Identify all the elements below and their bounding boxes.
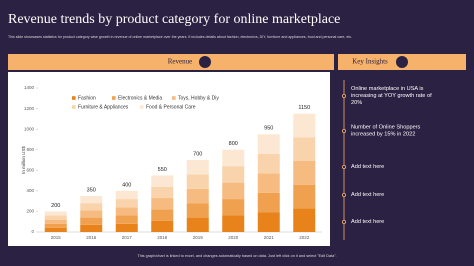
bar-segment xyxy=(257,212,280,232)
insight-marker xyxy=(341,128,346,133)
bar-segment xyxy=(44,223,67,228)
revenue-icon xyxy=(199,56,211,68)
total-label: 350 xyxy=(87,187,96,193)
footer: This graph/chart is linked to excel, and… xyxy=(137,254,336,258)
bar-segment xyxy=(151,220,174,232)
x-tick-label: 2015 xyxy=(51,235,62,240)
y-tick-label: 1400 xyxy=(24,85,35,90)
bar-segment xyxy=(44,211,67,216)
bar-segment xyxy=(115,223,138,232)
bar-segment xyxy=(80,203,103,211)
bar-segment xyxy=(151,175,174,187)
legend-label: Fashion xyxy=(78,95,96,101)
bar-segment xyxy=(257,173,280,193)
legend-swatch xyxy=(72,105,76,109)
insight-marker xyxy=(341,192,346,197)
bar-segment xyxy=(257,192,280,213)
x-tick-label: 2020 xyxy=(228,235,239,240)
bar-segment xyxy=(186,188,209,204)
bar-segment xyxy=(80,224,103,232)
bar-segment xyxy=(115,207,138,216)
bar-segment xyxy=(151,186,174,199)
bar-segment xyxy=(80,196,103,204)
bar-segment xyxy=(115,190,138,200)
x-tick-label: 2022 xyxy=(299,235,310,240)
insight-text: Add text here xyxy=(351,164,384,170)
bar-segment xyxy=(293,184,316,209)
insight-text: Add text here xyxy=(351,192,384,198)
y-axis-label: In million US$ xyxy=(21,146,26,174)
chart-title: Revenue xyxy=(168,58,193,66)
x-tick-label: 2016 xyxy=(86,235,97,240)
y-tick-label: 800 xyxy=(26,147,34,152)
total-label: 950 xyxy=(264,126,273,132)
x-tick-label: 2019 xyxy=(193,235,204,240)
bar-segment xyxy=(293,208,316,232)
bar-segment xyxy=(222,182,245,200)
bar-segment xyxy=(293,137,316,162)
total-label: 1150 xyxy=(298,105,310,111)
total-label: 800 xyxy=(229,141,238,147)
legend-label: Furniture & Appliances xyxy=(78,104,129,110)
bar-segment xyxy=(257,134,280,154)
legend-swatch xyxy=(172,96,176,100)
bar-segment xyxy=(257,153,280,174)
bar-segment xyxy=(186,174,209,189)
legend-label: Electronics & Media xyxy=(118,95,162,101)
y-tick-label: 600 xyxy=(26,167,34,172)
y-tick-label: 400 xyxy=(26,188,34,193)
legend-swatch xyxy=(72,96,76,100)
bar-segment xyxy=(222,215,245,232)
bar-segment xyxy=(115,215,138,224)
slide-subtitle: This slide showcases statistics for prod… xyxy=(8,35,352,39)
insight-text: Add text here xyxy=(351,219,384,225)
y-tick-label: 1000 xyxy=(24,126,35,131)
x-tick-label: 2021 xyxy=(264,235,275,240)
legend-swatch xyxy=(112,96,116,100)
legend-label: Toys, Hobby & Diy xyxy=(178,95,219,101)
x-tick-label: 2018 xyxy=(157,235,168,240)
insight-text: Number of Online Shoppers increased by 15… xyxy=(351,125,421,138)
total-label: 700 xyxy=(193,151,202,157)
header-band xyxy=(8,54,466,70)
bar-segment xyxy=(44,215,67,220)
bar-segment xyxy=(186,160,209,175)
bar-segment xyxy=(222,166,245,183)
bar-segment xyxy=(44,219,67,224)
bar-segment xyxy=(115,199,138,208)
bar-segment xyxy=(222,149,245,167)
total-label: 550 xyxy=(158,167,167,173)
insights-title: Key Insights xyxy=(352,58,388,66)
insight-marker xyxy=(341,94,346,99)
bar-segment xyxy=(151,209,174,221)
total-label: 400 xyxy=(122,182,131,188)
bar-segment xyxy=(151,198,174,210)
bar-segment xyxy=(186,217,209,232)
band-divider xyxy=(334,54,338,70)
y-tick-label: 200 xyxy=(26,209,34,214)
insight-marker xyxy=(341,164,346,169)
bar-segment xyxy=(80,210,103,218)
bar-segment xyxy=(186,203,209,218)
bar-segment xyxy=(44,227,67,232)
total-label: 200 xyxy=(51,203,60,209)
bar-segment xyxy=(293,161,316,185)
insights-icon xyxy=(396,56,408,68)
slide-title: Revenue trends by product category for o… xyxy=(8,12,340,27)
y-tick-label: 0 xyxy=(31,229,34,234)
legend-label: Food & Personal Care xyxy=(146,104,196,110)
bar-segment xyxy=(293,113,316,138)
insight-marker xyxy=(341,219,346,224)
bar-segment xyxy=(80,217,103,225)
insight-text: Online marketplace in USA is increasing a… xyxy=(351,86,432,106)
x-tick-label: 2017 xyxy=(122,235,133,240)
y-tick-label: 1200 xyxy=(24,106,35,111)
bar-segment xyxy=(222,199,245,216)
legend-swatch xyxy=(140,105,144,109)
